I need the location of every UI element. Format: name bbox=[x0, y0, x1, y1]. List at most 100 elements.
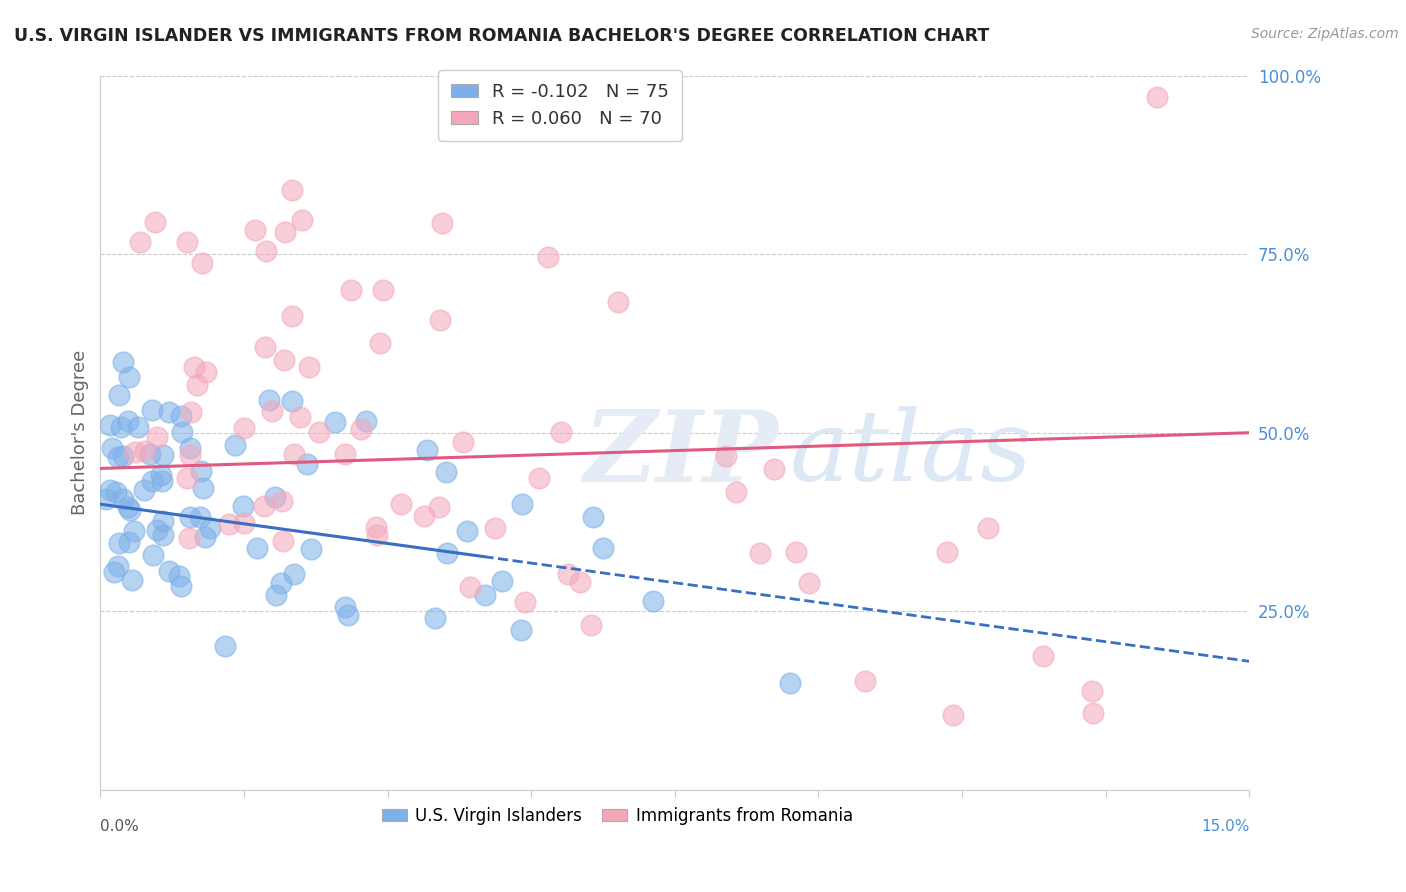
Point bbox=[100, 483, 122, 498]
Point bbox=[232, 499, 254, 513]
Legend: U.S. Virgin Islanders, Immigrants from Romania: U.S. Virgin Islanders, Immigrants from R… bbox=[375, 800, 859, 831]
Point bbox=[194, 530, 217, 544]
Point bbox=[179, 442, 201, 456]
Point bbox=[224, 438, 246, 452]
Point bbox=[281, 394, 304, 409]
Point bbox=[157, 405, 180, 419]
Point bbox=[246, 541, 269, 556]
Point bbox=[150, 467, 173, 482]
Point bbox=[434, 465, 457, 479]
Point bbox=[1083, 706, 1105, 720]
Point bbox=[170, 425, 193, 439]
Point bbox=[779, 675, 801, 690]
Point bbox=[259, 392, 281, 407]
Point bbox=[263, 490, 285, 504]
Point bbox=[510, 497, 533, 511]
Point bbox=[308, 425, 330, 439]
Point bbox=[509, 623, 531, 637]
Point bbox=[936, 545, 959, 559]
Text: U.S. VIRGIN ISLANDER VS IMMIGRANTS FROM ROMANIA BACHELOR'S DEGREE CORRELATION CH: U.S. VIRGIN ISLANDER VS IMMIGRANTS FROM … bbox=[14, 27, 990, 45]
Point bbox=[350, 422, 373, 436]
Point bbox=[121, 574, 143, 588]
Point bbox=[335, 446, 357, 460]
Point bbox=[281, 309, 304, 323]
Point bbox=[112, 450, 135, 464]
Point bbox=[297, 457, 319, 471]
Point bbox=[340, 283, 363, 297]
Point bbox=[170, 579, 193, 593]
Point bbox=[127, 419, 149, 434]
Point bbox=[389, 497, 412, 511]
Point bbox=[333, 599, 356, 614]
Point bbox=[537, 250, 560, 264]
Point bbox=[491, 574, 513, 589]
Point bbox=[141, 403, 163, 417]
Point bbox=[101, 441, 124, 455]
Point bbox=[763, 462, 786, 476]
Point bbox=[107, 450, 129, 464]
Point bbox=[456, 524, 478, 538]
Point bbox=[785, 545, 807, 559]
Point bbox=[186, 378, 208, 392]
Point bbox=[117, 500, 139, 515]
Point bbox=[797, 576, 820, 591]
Point bbox=[569, 575, 592, 590]
Point bbox=[190, 465, 212, 479]
Point bbox=[170, 409, 193, 423]
Point bbox=[188, 510, 211, 524]
Point bbox=[180, 405, 202, 419]
Point bbox=[110, 420, 132, 434]
Point bbox=[122, 524, 145, 539]
Point bbox=[152, 448, 174, 462]
Point bbox=[107, 536, 129, 550]
Point bbox=[191, 482, 214, 496]
Point bbox=[283, 446, 305, 460]
Point bbox=[245, 223, 267, 237]
Point bbox=[118, 503, 141, 517]
Point bbox=[233, 516, 256, 530]
Point bbox=[451, 434, 474, 449]
Point bbox=[98, 417, 121, 432]
Point bbox=[366, 520, 388, 534]
Point bbox=[254, 244, 277, 259]
Point bbox=[427, 500, 450, 515]
Point bbox=[252, 499, 274, 513]
Text: 15.0%: 15.0% bbox=[1201, 819, 1250, 833]
Point bbox=[274, 225, 297, 239]
Point bbox=[111, 355, 134, 369]
Point bbox=[716, 449, 738, 463]
Point bbox=[169, 568, 191, 582]
Text: atlas: atlas bbox=[790, 407, 1032, 502]
Point bbox=[1032, 648, 1054, 663]
Point bbox=[415, 443, 437, 458]
Point bbox=[146, 429, 169, 443]
Point bbox=[273, 353, 295, 368]
Point bbox=[183, 359, 205, 374]
Point bbox=[111, 492, 134, 507]
Point bbox=[281, 183, 304, 197]
Point bbox=[143, 214, 166, 228]
Point bbox=[436, 546, 458, 560]
Point bbox=[582, 510, 605, 524]
Point bbox=[176, 471, 198, 485]
Point bbox=[270, 575, 292, 590]
Point bbox=[299, 542, 322, 557]
Point bbox=[977, 521, 1000, 535]
Text: 0.0%: 0.0% bbox=[100, 819, 139, 833]
Point bbox=[262, 403, 284, 417]
Point bbox=[366, 528, 388, 542]
Point bbox=[141, 474, 163, 488]
Point bbox=[581, 618, 603, 632]
Point bbox=[253, 340, 276, 354]
Point bbox=[142, 548, 165, 562]
Point bbox=[557, 566, 579, 581]
Point bbox=[1146, 90, 1168, 104]
Point bbox=[139, 447, 162, 461]
Point bbox=[271, 533, 294, 548]
Point bbox=[179, 448, 201, 462]
Point bbox=[484, 521, 506, 535]
Point bbox=[266, 588, 288, 602]
Point bbox=[190, 255, 212, 269]
Point bbox=[117, 413, 139, 427]
Point bbox=[724, 485, 747, 500]
